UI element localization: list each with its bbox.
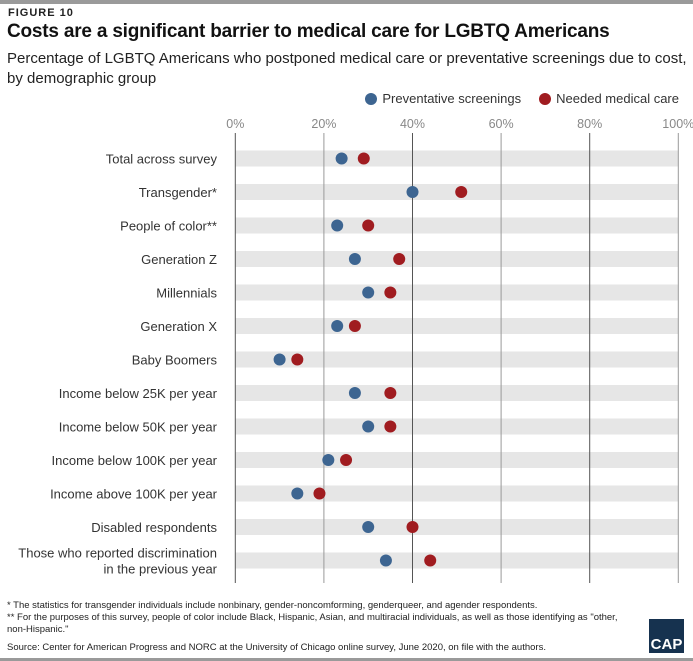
screenings-point (379, 554, 392, 567)
category-label: Total across survey (106, 152, 218, 167)
footnote: ** For the purposes of this survey, peop… (7, 612, 618, 635)
legend-item-medical-care: Needed medical care (539, 91, 679, 106)
category-label: Those who reported discrimination in the … (18, 546, 217, 577)
category-label: Transgender* (139, 185, 217, 200)
medical-care-point (424, 554, 437, 567)
screenings-point (406, 186, 419, 198)
category-label: Income above 100K per year (50, 487, 218, 502)
medical-care-point (348, 320, 361, 332)
category-label: Generation Z (141, 252, 217, 267)
bottom-rule (0, 658, 693, 661)
screenings-point (348, 253, 361, 265)
medical-care-point (393, 253, 406, 265)
legend: Preventative screenings Needed medical c… (365, 91, 679, 106)
legend-item-screenings: Preventative screenings (365, 91, 521, 106)
legend-marker (365, 92, 378, 105)
row-band (235, 318, 679, 334)
chart-subtitle: Percentage of LGBTQ Americans who postpo… (7, 50, 687, 87)
row-band (235, 351, 679, 368)
screenings-point (273, 353, 286, 366)
medical-care-point (357, 152, 370, 165)
source-note: Source: Center for American Progress and… (7, 642, 546, 653)
category-label: Disabled respondents (91, 520, 217, 535)
category-label: Baby Boomers (132, 353, 218, 368)
screenings-point (362, 521, 375, 533)
screenings-point (291, 487, 304, 500)
screenings-point (362, 420, 375, 433)
row-band (235, 418, 679, 435)
row-band (235, 485, 679, 502)
x-tick-label: 80% (577, 117, 602, 131)
medical-care-point (455, 186, 468, 198)
category-label: Generation X (140, 319, 217, 334)
row-band (235, 452, 679, 468)
legend-label: Preventative screenings (382, 91, 522, 106)
footnotes: * The statistics for transgender individ… (7, 600, 627, 636)
screenings-point (335, 152, 348, 165)
screenings-point (331, 320, 344, 332)
medical-care-point (384, 387, 397, 399)
medical-care-point (384, 286, 397, 299)
x-tick-label: 40% (400, 117, 425, 131)
x-tick-label: 0% (226, 117, 244, 131)
row-band (235, 385, 679, 401)
x-tick-label: 20% (311, 117, 336, 131)
medical-care-point (384, 420, 397, 433)
category-label: Income below 25K per year (59, 386, 218, 401)
figure-label: FIGURE 10 (8, 7, 74, 19)
category-label: People of color** (120, 219, 217, 234)
medical-care-point (406, 521, 419, 533)
row-band (235, 217, 679, 234)
row-band (235, 519, 679, 535)
legend-marker (539, 92, 552, 105)
medical-care-point (313, 487, 326, 500)
screenings-point (348, 387, 361, 399)
x-tick-label: 60% (489, 117, 514, 131)
category-label: Income below 100K per year (52, 453, 218, 468)
screenings-point (362, 286, 375, 299)
footnote: * The statistics for transgender individ… (7, 600, 538, 611)
medical-care-point (362, 219, 375, 232)
x-tick-label: 100% (662, 117, 693, 131)
top-rule (0, 0, 693, 4)
medical-care-point (291, 353, 304, 366)
chart-title: Costs are a significant barrier to medic… (7, 21, 610, 42)
row-band (235, 552, 679, 569)
legend-label: Needed medical care (556, 91, 679, 106)
row-band (235, 150, 679, 167)
cap-logo: CAP (649, 619, 684, 653)
screenings-point (331, 219, 344, 232)
row-band (235, 284, 679, 301)
row-band (235, 251, 679, 267)
category-label: Income below 50K per year (59, 420, 218, 435)
screenings-point (322, 454, 335, 466)
category-label: Millennials (156, 286, 217, 301)
medical-care-point (340, 454, 353, 466)
